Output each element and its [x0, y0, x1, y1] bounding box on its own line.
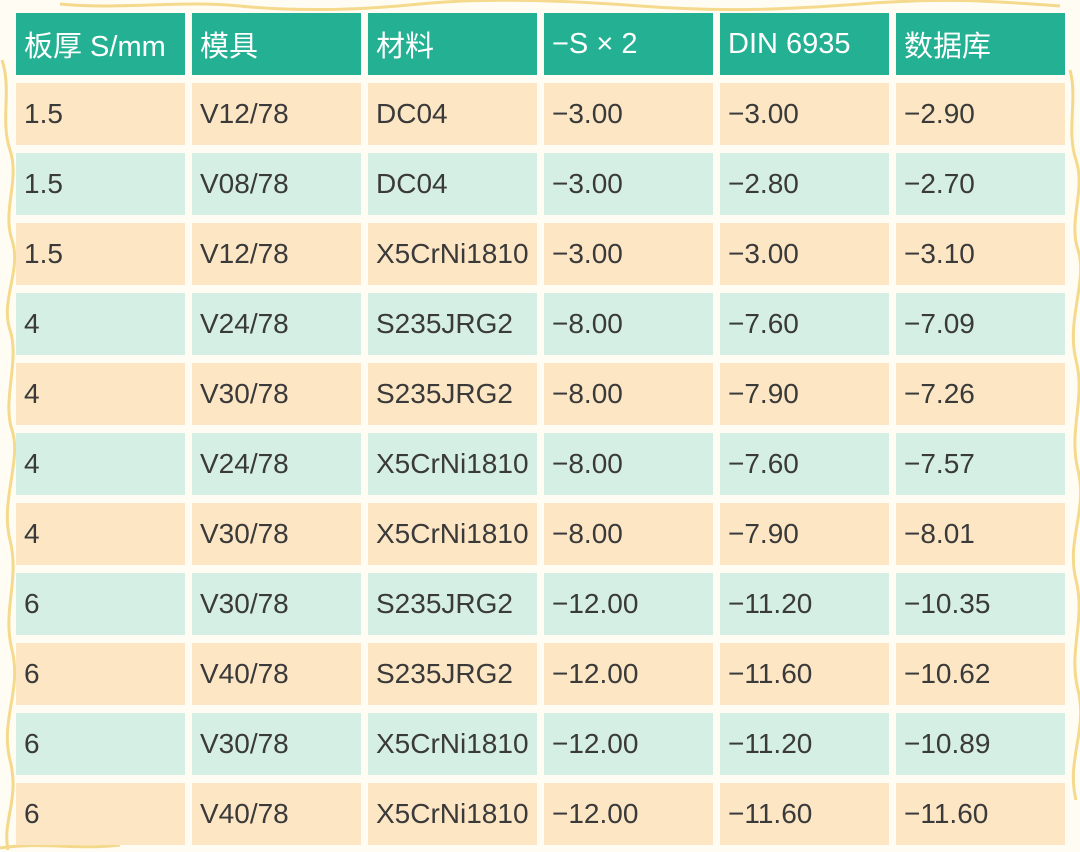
cell-material: S235JRG2: [368, 643, 537, 705]
cell-die: V30/78: [192, 573, 361, 635]
cell-database: −3.10: [896, 223, 1065, 285]
cell-minus-s-times-2: −8.00: [544, 503, 713, 565]
cell-thickness: 1.5: [16, 83, 185, 145]
cell-minus-s-times-2: −3.00: [544, 223, 713, 285]
cell-die: V12/78: [192, 83, 361, 145]
cell-material: DC04: [368, 83, 537, 145]
cell-material: X5CrNi1810: [368, 783, 537, 845]
cell-thickness: 4: [16, 363, 185, 425]
cell-din-6935: −11.20: [720, 573, 889, 635]
cell-thickness: 1.5: [16, 153, 185, 215]
cell-thickness: 1.5: [16, 223, 185, 285]
cell-din-6935: −7.60: [720, 433, 889, 495]
cell-die: V30/78: [192, 503, 361, 565]
cell-din-6935: −11.60: [720, 643, 889, 705]
cell-die: V30/78: [192, 713, 361, 775]
header-material: 材料: [368, 13, 537, 75]
cell-database: −7.26: [896, 363, 1065, 425]
cell-database: −2.70: [896, 153, 1065, 215]
cell-thickness: 4: [16, 433, 185, 495]
cell-din-6935: −7.90: [720, 503, 889, 565]
cell-thickness: 6: [16, 573, 185, 635]
cell-minus-s-times-2: −8.00: [544, 433, 713, 495]
cell-material: DC04: [368, 153, 537, 215]
header-die: 模具: [192, 13, 361, 75]
header-din-6935: DIN 6935: [720, 13, 889, 75]
cell-material: S235JRG2: [368, 573, 537, 635]
cell-minus-s-times-2: −12.00: [544, 643, 713, 705]
cell-thickness: 4: [16, 503, 185, 565]
cell-material: X5CrNi1810: [368, 503, 537, 565]
header-thickness: 板厚 S/mm: [16, 13, 185, 75]
cell-din-6935: −3.00: [720, 83, 889, 145]
cell-die: V40/78: [192, 643, 361, 705]
cell-din-6935: −2.80: [720, 153, 889, 215]
cell-database: −10.62: [896, 643, 1065, 705]
cell-database: −7.57: [896, 433, 1065, 495]
cell-minus-s-times-2: −12.00: [544, 713, 713, 775]
cell-database: −10.35: [896, 573, 1065, 635]
cell-minus-s-times-2: −3.00: [544, 83, 713, 145]
cell-material: X5CrNi1810: [368, 713, 537, 775]
cell-thickness: 6: [16, 643, 185, 705]
cell-din-6935: −11.60: [720, 783, 889, 845]
cell-die: V40/78: [192, 783, 361, 845]
cell-database: −10.89: [896, 713, 1065, 775]
cell-din-6935: −7.60: [720, 293, 889, 355]
cell-die: V12/78: [192, 223, 361, 285]
cell-minus-s-times-2: −8.00: [544, 293, 713, 355]
cell-thickness: 6: [16, 713, 185, 775]
cell-thickness: 6: [16, 783, 185, 845]
cell-die: V24/78: [192, 433, 361, 495]
cell-material: X5CrNi1810: [368, 433, 537, 495]
cell-din-6935: −11.20: [720, 713, 889, 775]
cell-material: S235JRG2: [368, 363, 537, 425]
cell-database: −7.09: [896, 293, 1065, 355]
cell-minus-s-times-2: −8.00: [544, 363, 713, 425]
header-minus-s-times-2: −S × 2: [544, 13, 713, 75]
cell-die: V30/78: [192, 363, 361, 425]
bending-data-table: 板厚 S/mm 模具 材料 −S × 2 DIN 6935 数据库 1.5 V12…: [16, 13, 1065, 845]
cell-die: V24/78: [192, 293, 361, 355]
cell-din-6935: −3.00: [720, 223, 889, 285]
cell-database: −8.01: [896, 503, 1065, 565]
cell-din-6935: −7.90: [720, 363, 889, 425]
header-database: 数据库: [896, 13, 1065, 75]
cell-die: V08/78: [192, 153, 361, 215]
cell-minus-s-times-2: −12.00: [544, 783, 713, 845]
cell-minus-s-times-2: −12.00: [544, 573, 713, 635]
cell-minus-s-times-2: −3.00: [544, 153, 713, 215]
cell-material: X5CrNi1810: [368, 223, 537, 285]
cell-database: −11.60: [896, 783, 1065, 845]
cell-database: −2.90: [896, 83, 1065, 145]
cell-thickness: 4: [16, 293, 185, 355]
cell-material: S235JRG2: [368, 293, 537, 355]
